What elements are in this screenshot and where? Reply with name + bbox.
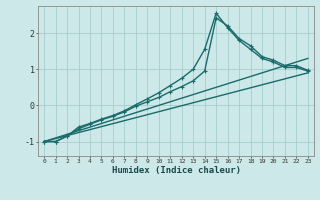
X-axis label: Humidex (Indice chaleur): Humidex (Indice chaleur) <box>111 166 241 175</box>
